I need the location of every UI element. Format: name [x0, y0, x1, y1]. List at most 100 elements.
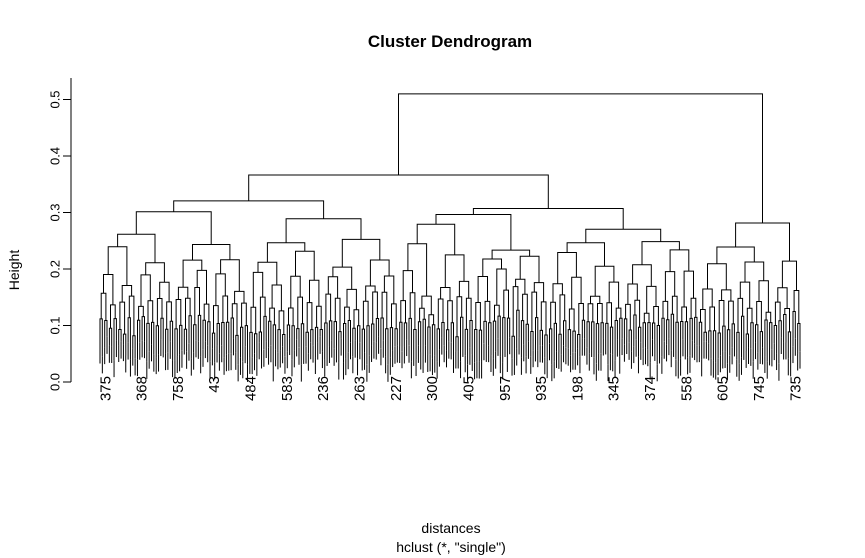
merge-branch — [361, 328, 365, 354]
merge-branch — [632, 264, 652, 287]
merge-branch — [257, 261, 278, 285]
merge-branch — [444, 254, 465, 288]
leaf-label: 263 — [351, 376, 368, 401]
merge-branch — [627, 283, 638, 305]
merge-branch — [306, 302, 313, 333]
leaf-label: 745 — [751, 376, 768, 401]
merge-branch — [739, 281, 751, 309]
leaf-label: 198 — [569, 376, 586, 401]
leaf-label: 345 — [606, 376, 623, 401]
merge-branch — [416, 223, 456, 255]
merge-branch — [783, 314, 787, 343]
merge-branch — [662, 300, 669, 320]
merge-branch — [777, 287, 788, 309]
merge-branch — [709, 306, 715, 331]
merge-branch — [173, 200, 325, 219]
merge-branch — [735, 222, 790, 262]
merge-branch — [721, 289, 732, 302]
merge-branch — [165, 328, 169, 354]
merge-branch — [325, 293, 332, 323]
merge-branch — [175, 299, 182, 329]
merge-branch — [594, 265, 615, 297]
merge-branch — [475, 302, 481, 331]
leaf-label: 735 — [787, 376, 804, 401]
dendrogram-tree — [99, 93, 801, 382]
merge-branch — [744, 261, 765, 283]
leaf-label: 957 — [497, 376, 514, 401]
y-tick-label: 0.0 — [48, 373, 63, 391]
merge-branch — [482, 258, 502, 277]
merge-branch — [759, 331, 763, 348]
merge-branch — [557, 252, 577, 284]
merge-branch — [683, 270, 694, 307]
merge-branch — [155, 325, 159, 358]
merge-branch — [333, 321, 337, 349]
merge-branch — [669, 249, 690, 272]
leaf-label: 758 — [170, 376, 187, 401]
merge-branch — [108, 327, 113, 346]
merge-branch — [664, 271, 676, 302]
leaf-label: 405 — [460, 376, 477, 401]
leaf-label: 300 — [424, 376, 441, 401]
merge-branch — [519, 255, 540, 283]
merge-branch — [642, 322, 646, 349]
merge-branch — [455, 336, 459, 352]
merge-branch — [316, 305, 322, 330]
merge-branch — [609, 326, 614, 355]
merge-branch — [694, 316, 698, 346]
x-axis-label: distances — [421, 520, 480, 536]
chart-title: Cluster Dendrogram — [368, 32, 532, 51]
merge-branch — [484, 300, 491, 323]
merge-branch — [177, 286, 189, 300]
y-tick-label: 0.3 — [48, 203, 63, 221]
merge-branch — [585, 228, 662, 243]
leaf-labels: 375 368 758 43 484 583 236 263 227 300 405 957 935 19… — [97, 376, 804, 401]
merge-branch — [362, 300, 369, 330]
merge-branch — [539, 329, 543, 346]
merge-branch — [182, 259, 203, 288]
merge-branch — [703, 331, 707, 342]
merge-branch — [581, 319, 586, 339]
merge-branch — [608, 281, 620, 309]
y-tick-label: 0.2 — [48, 260, 63, 278]
merge-branch — [327, 276, 339, 299]
leaf-label: 236 — [315, 376, 332, 401]
merge-branch — [365, 285, 376, 302]
x-axis-sublabel: hclust (*, "single") — [396, 539, 506, 555]
merge-branch — [400, 300, 406, 323]
merge-branch — [268, 320, 272, 348]
merge-branch — [394, 328, 398, 347]
merge-branch — [597, 303, 603, 324]
merge-branch — [431, 324, 436, 359]
leaf-label: 375 — [97, 376, 114, 401]
merge-branch — [240, 326, 244, 362]
merge-branch — [563, 320, 567, 348]
merge-branch — [716, 246, 755, 264]
merge-branch — [141, 316, 145, 342]
merge-branch — [681, 306, 687, 322]
merge-branch — [435, 214, 512, 251]
merge-branch — [103, 274, 114, 305]
leaf-label: 935 — [533, 376, 550, 401]
merge-branch — [643, 312, 650, 323]
merge-branch — [179, 324, 183, 355]
merge-branch — [160, 317, 164, 341]
merge-branch — [702, 288, 713, 310]
merge-branch — [712, 330, 717, 363]
merge-branch — [511, 335, 515, 359]
merge-branch — [769, 322, 773, 350]
leaf-label: 583 — [279, 376, 296, 401]
merge-branch — [646, 285, 657, 314]
y-tick-label: 0.1 — [48, 316, 63, 334]
merge-branch — [203, 303, 210, 322]
merge-branch — [478, 329, 483, 362]
merge-branch — [722, 325, 726, 352]
merge-branch — [758, 280, 769, 313]
merge-branch — [234, 290, 245, 304]
merge-branch — [341, 238, 381, 268]
merge-branch — [290, 275, 301, 308]
merge-branch — [383, 275, 395, 304]
merge-branch — [641, 241, 680, 265]
merge-branch — [522, 293, 528, 325]
